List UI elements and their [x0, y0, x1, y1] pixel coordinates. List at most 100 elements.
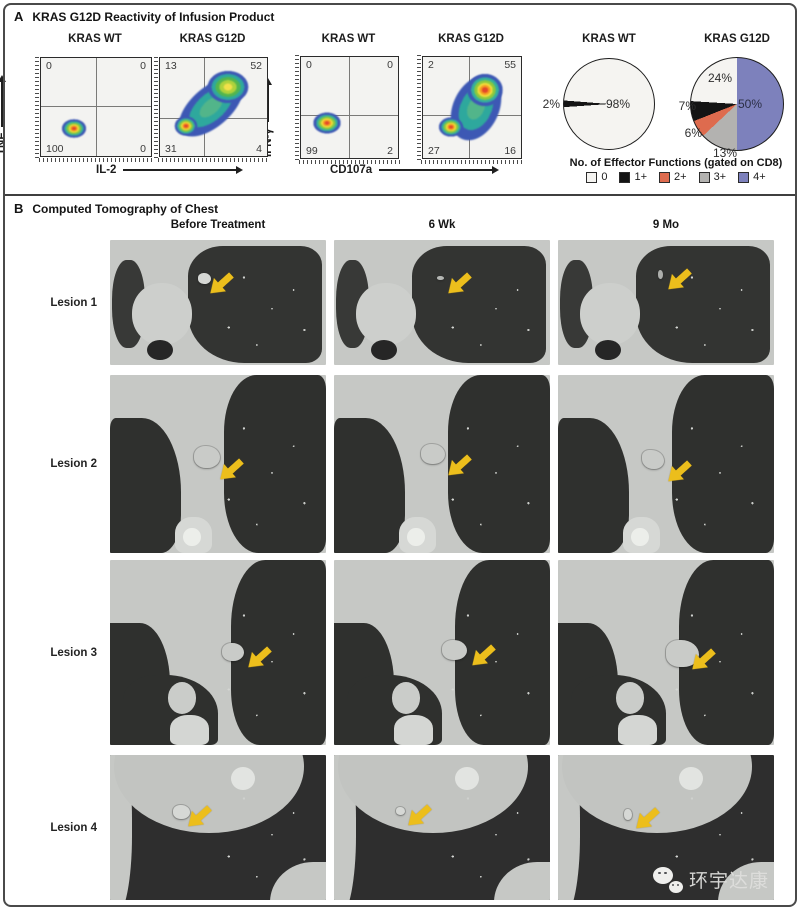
- flow-title-g12d-1: KRAS G12D: [179, 33, 246, 45]
- ct-image-lesion-3-6wk: [334, 560, 550, 745]
- panel-b-label: B: [14, 201, 24, 216]
- quadrant-line-horizontal: [301, 114, 398, 116]
- pie-title-g12d: KRAS G12D: [704, 33, 770, 45]
- row-label-lesion-4: Lesion 4: [50, 821, 97, 834]
- density-blob: [436, 115, 466, 139]
- legend-swatch: [659, 171, 671, 183]
- density-blob: [59, 117, 89, 140]
- pie-g12d-label-13pct: 13%: [712, 146, 738, 160]
- pie-chart-kras-g12d: [690, 57, 784, 151]
- flow-title-g12d-2: KRAS G12D: [438, 33, 504, 45]
- quadrant-value-top-left: 2: [428, 59, 434, 71]
- quadrant-value-bottom-right: 2: [387, 145, 393, 157]
- pie-title-wt: KRAS WT: [582, 33, 636, 45]
- flow-plot-tnf-il2-kras-wt: 0 0 100 0: [35, 56, 153, 162]
- column-header-9mo: 9 Mo: [652, 219, 680, 231]
- pie-g12d-label-7pct: 7%: [678, 99, 696, 113]
- watermark: 环宇达康: [652, 866, 769, 893]
- legend-label: 3+: [713, 171, 727, 183]
- density-blob: [310, 110, 344, 136]
- row-label-lesion-2: Lesion 2: [50, 458, 97, 470]
- pie-g12d-label-50pct: 50%: [737, 97, 763, 111]
- panel-a-label: A: [14, 9, 24, 24]
- ct-image-lesion-3-before-treatment: [110, 560, 326, 745]
- wechat-bubble-large: [652, 866, 673, 884]
- ct-image-lesion-1-6wk: [334, 240, 550, 365]
- density-blob: [172, 114, 200, 138]
- ct-image-lesion-4-before-treatment: [110, 755, 326, 900]
- quadrant-value-top-right: 0: [140, 60, 146, 72]
- quadrant-value-top-left: 0: [306, 59, 312, 71]
- lesion-blob: [642, 450, 664, 469]
- legend-item: 0: [586, 171, 607, 183]
- legend-item: 2+: [659, 171, 687, 183]
- flow-title-wt-2: KRAS WT: [321, 33, 376, 45]
- ct-image-lesion-2-6wk: [334, 375, 550, 553]
- pie-wt-label-2pct: 2%: [542, 97, 560, 111]
- legend-label: 1+: [634, 171, 648, 183]
- quadrant-value-top-left: 0: [46, 60, 52, 72]
- ct-vessels: [110, 755, 326, 900]
- quadrant-value-bottom-left: 100: [46, 143, 64, 155]
- panel-b-header: B Computed Tomography of Chest: [14, 201, 218, 216]
- row-label-lesion-1: Lesion 1: [50, 296, 97, 309]
- column-header-6wk: 6 Wk: [428, 219, 456, 231]
- quadrant-line-horizontal: [41, 106, 151, 108]
- density-blob: [463, 70, 507, 110]
- ct-image-lesion-4-9mo: 环宇达康: [558, 755, 774, 900]
- ct-image-lesion-4-6wk: [334, 755, 550, 900]
- y-axis-arrow-icon: [1, 76, 3, 127]
- legend-item: 1+: [619, 171, 647, 183]
- quadrant-line-vertical: [348, 57, 350, 158]
- effector-function-legend: 0 1+ 2+ 3+ 4+: [556, 171, 796, 183]
- x-axis-il2: IL-2: [96, 164, 244, 176]
- ct-image-lesion-3-9mo: [558, 560, 774, 745]
- quadrant-value-top-right: 52: [250, 60, 262, 72]
- panel-b-title: Computed Tomography of Chest: [32, 202, 219, 216]
- ct-image-lesion-2-9mo: [558, 375, 774, 553]
- legend-item: 4+: [738, 171, 766, 183]
- panel-divider: [4, 194, 796, 196]
- ct-vessels: [334, 240, 550, 365]
- y-axis-tnf-label: TNF: [0, 132, 8, 155]
- pie-g12d-label-6pct: 6%: [684, 126, 702, 140]
- legend-item: 3+: [698, 171, 727, 183]
- flow-plot-ifng-cd107a-kras-wt: 0 0 99 2: [295, 55, 400, 164]
- column-header-before-treatment: Before Treatment: [170, 219, 266, 231]
- quadrant-value-bottom-left: 31: [165, 143, 177, 155]
- pie-g12d-label-24pct: 24%: [707, 71, 733, 85]
- ct-image-lesion-2-before-treatment: [110, 375, 326, 553]
- x-axis-arrow-icon: [379, 166, 500, 173]
- quadrant-value-top-left: 13: [165, 60, 177, 72]
- x-axis-cd107a-label: CD107a: [330, 164, 373, 176]
- flow-title-wt-1: KRAS WT: [68, 33, 122, 45]
- quadrant-value-bottom-right: 4: [256, 143, 262, 155]
- quadrant-value-bottom-right: 0: [140, 143, 146, 155]
- density-blob: [204, 68, 252, 106]
- x-axis-arrow-icon: [123, 166, 244, 173]
- legend-label: 2+: [674, 171, 687, 183]
- flow-plot-tnf-il2-kras-g12d: 13 52 31 4: [154, 55, 269, 162]
- watermark-text: 环宇达康: [688, 871, 769, 892]
- legend-swatch: [586, 171, 598, 183]
- legend-title: No. of Effector Functions (gated on CD8): [569, 157, 783, 169]
- ct-vessels: [334, 755, 550, 900]
- ct-vessels: [110, 560, 326, 745]
- legend-swatch: [619, 171, 631, 183]
- legend-label: 0: [601, 171, 608, 183]
- quadrant-value-top-right: 0: [387, 59, 393, 71]
- row-label-lesion-3: Lesion 3: [50, 646, 97, 659]
- ct-image-lesion-1-9mo: [558, 240, 774, 365]
- pie-wt-label-98pct: 98%: [606, 97, 631, 111]
- quadrant-value-bottom-left: 27: [428, 145, 440, 157]
- ct-vessels: [558, 240, 774, 365]
- y-axis-tnf: TNF: [0, 59, 10, 155]
- legend-label: 4+: [753, 171, 766, 183]
- quadrant-value-bottom-right: 16: [504, 145, 516, 157]
- quadrant-value-bottom-left: 99: [306, 145, 318, 157]
- x-axis-il2-label: IL-2: [96, 164, 117, 176]
- flow-plot-ifng-cd107a-kras-g12d: 2 55 27 16: [417, 55, 523, 164]
- x-axis-cd107a: CD107a: [330, 164, 500, 176]
- panel-a-title: KRAS G12D Reactivity of Infusion Product: [32, 10, 275, 24]
